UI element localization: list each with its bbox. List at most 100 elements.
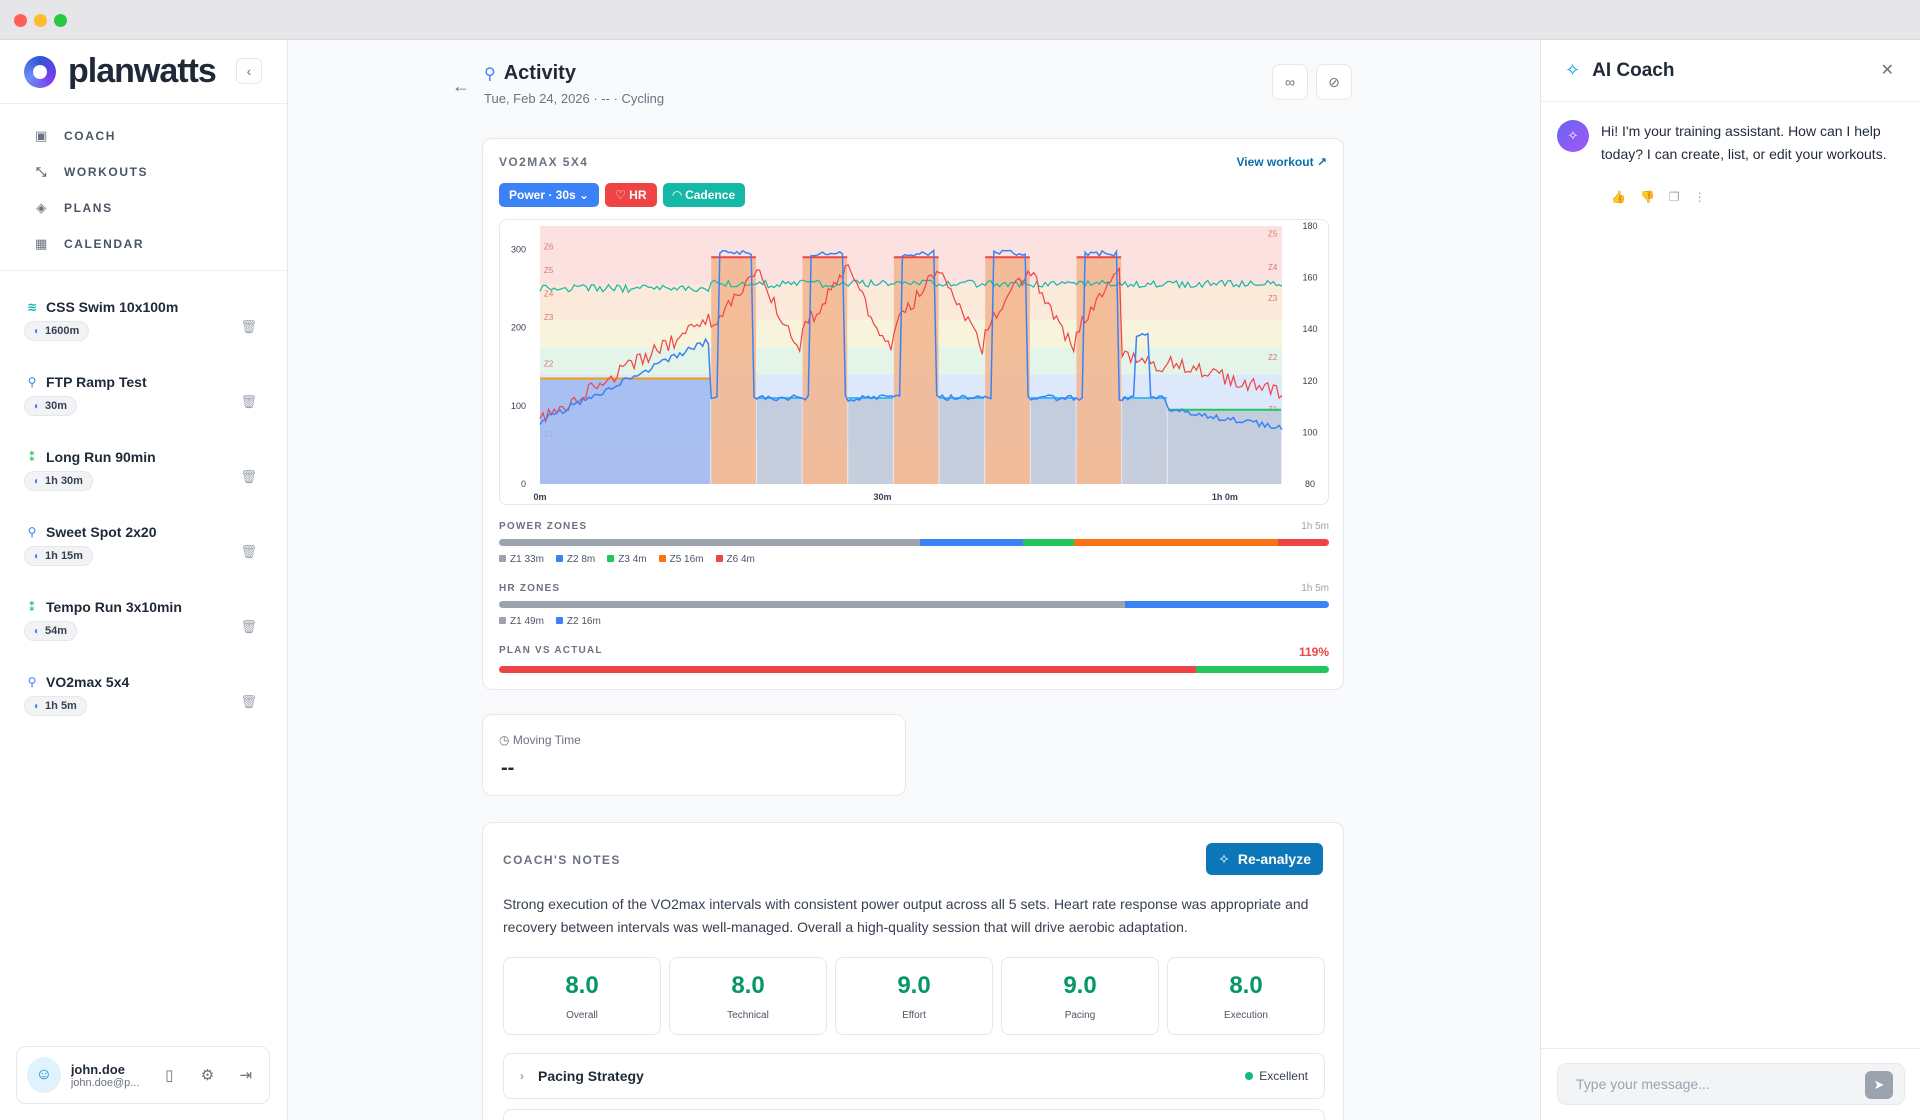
view-workout-link[interactable]: View workout ↗	[1236, 155, 1327, 169]
thumbs-up-icon[interactable]: 👍	[1611, 190, 1626, 204]
window-titlebar	[0, 0, 1920, 40]
workout-item[interactable]: ⚲ VO2max 5x4 ◐ 1h 5m 🗑	[0, 664, 287, 739]
plan-segment-bar	[756, 398, 802, 484]
duration-value: 30m	[45, 400, 68, 412]
user-avatar-icon[interactable]: ☺	[27, 1057, 61, 1093]
message-actions: 👍 👎 ❐ ⋮	[1611, 190, 1706, 204]
settings-gear-icon[interactable]: ⚙	[200, 1067, 215, 1084]
bike-icon: ⚲	[484, 65, 496, 83]
close-icon[interactable]: ✕	[1880, 62, 1894, 79]
app: planwatts ‹ ▣ COACH ⤡ WORKOUTS ◈ PLANS ▦…	[0, 40, 1920, 1120]
zone-segment	[499, 539, 921, 546]
nav-item-calendar[interactable]: ▦ CALENDAR	[0, 226, 287, 262]
trash-icon[interactable]: 🗑	[240, 319, 257, 334]
close-window-button[interactable]	[14, 14, 27, 27]
workout-title: Sweet Spot 2x20	[46, 524, 157, 540]
sidebar: planwatts ‹ ▣ COACH ⤡ WORKOUTS ◈ PLANS ▦…	[0, 40, 288, 1120]
workout-item[interactable]: ⚲ Sweet Spot 2x20 ◐ 1h 15m 🗑	[0, 514, 287, 589]
zone-label-right: Z3	[1268, 294, 1278, 303]
minimize-window-button[interactable]	[34, 14, 47, 27]
planwatts-logo-icon	[24, 55, 56, 88]
moving-time-label-text: Moving Time	[512, 733, 581, 747]
zone-legend-item: Z1 33m	[499, 554, 544, 565]
trash-icon[interactable]: 🗑	[240, 469, 257, 484]
score-label: Execution	[1224, 1010, 1268, 1021]
trash-icon[interactable]: 🗑	[240, 619, 257, 634]
user-email: john.doe@p...	[70, 1076, 140, 1089]
workout-title: Tempo Run 3x10min	[46, 599, 182, 615]
maximize-window-button[interactable]	[54, 14, 67, 27]
trash-icon[interactable]: 🗑	[240, 394, 257, 409]
power-toggle[interactable]: Power · 30s ⌄	[499, 183, 600, 207]
zone-label-left: Z3	[544, 313, 554, 322]
trash-icon[interactable]: 🗑	[240, 694, 257, 709]
score-value: 9.0	[897, 972, 931, 999]
eye-off-icon: ⊘	[1328, 73, 1340, 90]
power-zones-bar	[499, 539, 1329, 546]
cadence-toggle[interactable]: ◠ Cadence	[662, 183, 746, 207]
score-value: 8.0	[565, 972, 599, 999]
score-grid: 8.0 Overall 8.0 Technical 9.0 Effort 9.0 Pac…	[503, 957, 1325, 1035]
copy-icon[interactable]: ❐	[1668, 190, 1680, 204]
workout-item[interactable]: ⚲ FTP Ramp Test ◐ 30m 🗑	[0, 364, 287, 439]
zone-legend-item: Z6 4m	[716, 554, 755, 565]
x-tick-label: 30m	[873, 492, 891, 502]
trash-icon[interactable]: 🗑	[240, 544, 257, 559]
copy-link-button[interactable]: ∞	[1272, 64, 1308, 100]
score-execution: 8.0 Execution	[1167, 957, 1325, 1035]
x-tick-label: 0m	[533, 492, 546, 502]
nav-item-workouts[interactable]: ⤡ WORKOUTS	[0, 154, 287, 190]
nav-item-label: PLANS	[64, 201, 113, 215]
y-left-tick-label: 300	[511, 244, 526, 254]
send-icon: ➤	[1873, 1077, 1885, 1092]
power-zones-label: POWER ZONES	[499, 521, 588, 532]
duration-value: 1h 15m	[45, 550, 83, 562]
nav-item-coach[interactable]: ▣ COACH	[0, 118, 287, 154]
hr-zones-label: HR ZONES	[499, 583, 561, 594]
hr-zones-total: 1h 5m	[1301, 583, 1329, 594]
ai-coach-panel: ✧ AI Coach ✕ ✧ Hi! I'm your training ass…	[1540, 40, 1920, 1120]
brand[interactable]: planwatts	[0, 40, 287, 104]
y-right-tick-label: 180	[1302, 221, 1317, 231]
zone-segment	[1022, 539, 1074, 546]
collapse-sidebar-button[interactable]: ‹	[236, 58, 262, 84]
hide-button[interactable]: ⊘	[1316, 64, 1352, 100]
workout-title: VO2max 5x4	[46, 674, 130, 690]
user-name: john.doe	[70, 1061, 125, 1077]
back-arrow-icon[interactable]: ←	[452, 76, 470, 96]
duration-value: 54m	[45, 625, 68, 637]
thumbs-down-icon[interactable]: 👎	[1639, 190, 1655, 204]
power-zones: POWER ZONES 1h 5m Z1 33m Z2 8m Z3 4m Z5 16m Z…	[499, 521, 1329, 565]
zone-segment	[920, 539, 1023, 546]
nav-item-label: WORKOUTS	[64, 165, 149, 179]
workout-item[interactable]: ⁑ Tempo Run 3x10min ◐ 54m 🗑	[0, 589, 287, 664]
chart-card-title: VO2MAX 5X4	[499, 155, 589, 169]
view-workout-label: View workout	[1236, 155, 1314, 169]
score-label: Technical	[727, 1010, 769, 1021]
logout-icon[interactable]: ⇥	[239, 1067, 253, 1084]
workout-item[interactable]: ⁑ Long Run 90min ◐ 1h 30m 🗑	[0, 439, 287, 514]
workout-title: Long Run 90min	[46, 449, 156, 465]
drop-icon: ◐	[34, 400, 41, 412]
book-icon[interactable]: ▯	[165, 1067, 174, 1084]
activity-chart[interactable]: Z6Z5Z4Z3Z2Z1Z5Z4Z3Z2Z1010020030080100120…	[499, 219, 1329, 505]
message-input[interactable]	[1557, 1063, 1905, 1105]
workout-item[interactable]: ≋ CSS Swim 10x100m ◐ 1600m 🗑	[0, 289, 287, 364]
plan-vs-actual: PLAN VS ACTUAL 119%	[499, 645, 1329, 673]
nav-item-plans[interactable]: ◈ PLANS	[0, 190, 287, 226]
plan-vs-actual-label: PLAN VS ACTUAL	[499, 645, 603, 656]
duration-badge: ◐ 54m	[24, 621, 78, 641]
hr-toggle[interactable]: ♡ HR	[605, 183, 657, 207]
external-link-icon: ↗	[1316, 155, 1327, 169]
zone-legend-item: Z3 4m	[607, 554, 646, 565]
more-icon[interactable]: ⋮	[1693, 190, 1706, 204]
reanalyze-button[interactable]: ✧ Re-analyze	[1206, 843, 1323, 875]
next-accordion[interactable]	[503, 1109, 1325, 1120]
pacing-strategy-accordion[interactable]: › Pacing Strategy Excellent	[503, 1053, 1325, 1099]
zone-segment	[1277, 539, 1329, 546]
duration-badge: ◐ 1h 15m	[24, 546, 93, 566]
workout-title: CSS Swim 10x100m	[46, 299, 179, 315]
score-label: Overall	[566, 1010, 598, 1021]
footprints-icon: ⁑	[28, 450, 36, 464]
send-button[interactable]: ➤	[1865, 1071, 1893, 1099]
